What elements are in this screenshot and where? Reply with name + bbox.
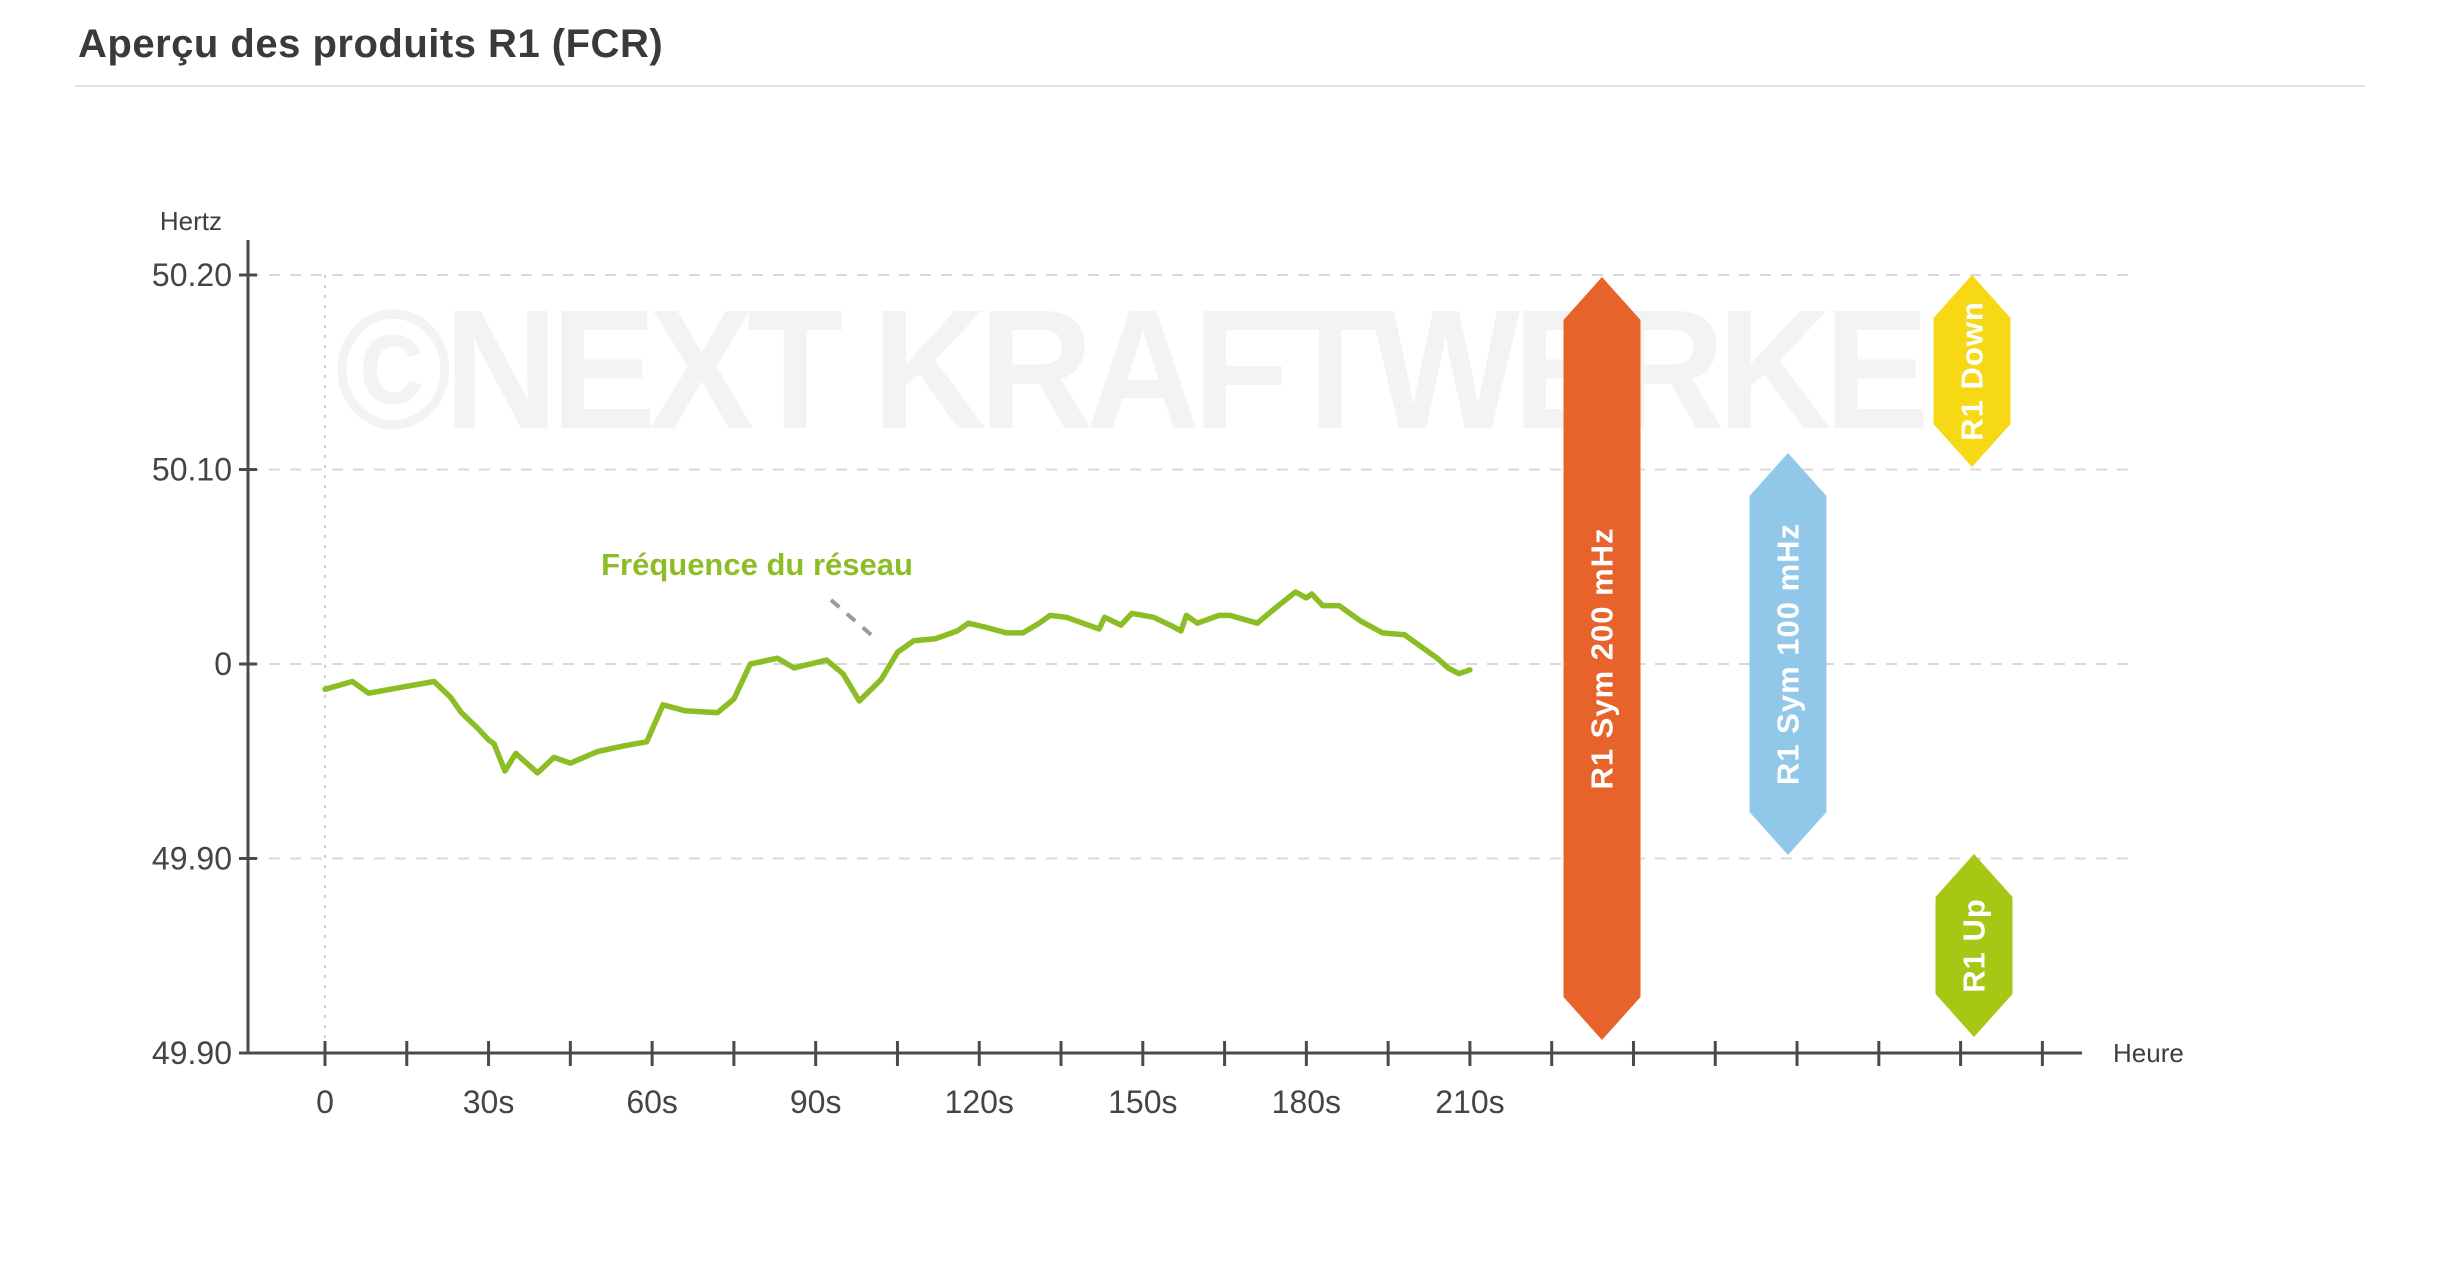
y-axis-tick-label: 49.90 [152, 1035, 232, 1071]
frequency-line [322, 589, 1473, 776]
x-axis-tick-label: 0 [316, 1084, 334, 1120]
watermark: ©NEXT KRAFTWERKE [335, 275, 1930, 465]
product-arrow-2 [1749, 453, 1827, 855]
x-axis-tick-label: 180s [1272, 1084, 1341, 1120]
product-arrow-label: R1 Sym 100 mHz [1771, 523, 1806, 785]
product-arrow-1 [1563, 277, 1641, 1040]
product-arrow-3 [1933, 275, 2011, 467]
x-axis-tick-label: 90s [790, 1084, 842, 1120]
x-axis-tick-label: 60s [626, 1084, 678, 1120]
product-arrow-4 [1935, 854, 2013, 1037]
product-arrow-label: R1 Up [1957, 898, 1992, 993]
y-axis-title: Hertz [159, 206, 222, 236]
x-axis-tick-label: 120s [945, 1084, 1014, 1120]
x-axis-tick-label: 150s [1108, 1084, 1177, 1120]
product-arrow-label: R1 Sym 200 mHz [1585, 527, 1620, 789]
y-axis-tick-label: 50.10 [152, 452, 232, 488]
page-title: Aperçu des produits R1 (FCR) [78, 22, 664, 66]
annotation-connector [829, 598, 878, 641]
series-label: Fréquence du réseau [601, 547, 913, 582]
y-axis-tick-label: 49.90 [152, 841, 232, 877]
x-axis-tick-label: 210s [1435, 1084, 1504, 1120]
x-axis-title: Heure [2113, 1038, 2184, 1068]
y-axis-tick-label: 50.20 [152, 257, 232, 293]
product-arrow-label: R1 Down [1955, 301, 1990, 441]
title-divider [75, 85, 2365, 87]
y-axis-tick-label: 0 [214, 646, 232, 682]
x-axis-tick-label: 30s [463, 1084, 515, 1120]
